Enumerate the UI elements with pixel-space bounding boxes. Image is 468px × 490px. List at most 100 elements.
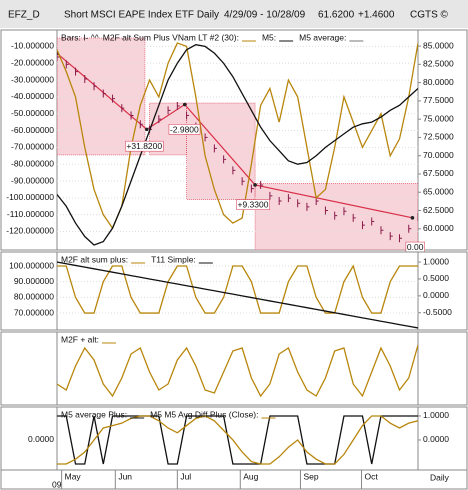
price-bar xyxy=(371,217,375,226)
y-tick-label: -100.000000 xyxy=(6,192,54,202)
series-line xyxy=(57,261,418,329)
series-line xyxy=(57,415,418,465)
y-tick-label: -40.000000 xyxy=(11,91,54,101)
x-tick-label: Jul xyxy=(180,471,191,481)
series-line xyxy=(57,415,418,465)
panel-frame xyxy=(0,251,468,331)
y2-tick-label: 0.0000 xyxy=(423,434,449,444)
shaded-zone xyxy=(254,183,418,250)
instrument-name: Short MSCI EAPE Index ETF Daily xyxy=(64,10,219,21)
y-tick-label: -50.000000 xyxy=(11,108,54,118)
x-tick-label: May xyxy=(65,471,82,481)
price-bar xyxy=(121,104,125,113)
annotation: +31.8200 xyxy=(126,141,162,151)
y-tick-label: -10.000000 xyxy=(11,41,54,51)
source: CGTS © xyxy=(410,10,449,21)
y2-tick-label: 60.0000 xyxy=(423,223,454,233)
plot-area xyxy=(57,415,418,465)
price-bar xyxy=(278,197,282,206)
x-tick-label: Oct xyxy=(365,471,379,481)
y2-tick-label: 75.0000 xyxy=(423,113,454,123)
price-bar xyxy=(334,211,338,220)
y-tick-label: -20.000000 xyxy=(11,57,54,67)
annotation-box xyxy=(168,124,201,135)
legend-label: M2F alt sum plus: xyxy=(61,254,128,264)
plot-area xyxy=(57,344,418,398)
price-bar xyxy=(213,144,217,153)
legend-label: T11 Simple: xyxy=(151,254,196,264)
price-bar xyxy=(306,202,310,211)
price-bar xyxy=(139,120,143,129)
y2-tick-label: 85.0000 xyxy=(423,40,454,50)
x-tick-label: Jun xyxy=(118,471,132,481)
price-bar xyxy=(398,234,402,243)
shaded-zone xyxy=(57,37,146,156)
legend-label: M5 average Plus: xyxy=(61,409,127,419)
price-bar xyxy=(380,226,384,235)
price-bar xyxy=(324,206,328,215)
price-bar xyxy=(250,184,254,193)
panel-frame xyxy=(0,331,468,406)
series-line xyxy=(57,344,418,398)
price-bar xyxy=(260,180,264,189)
panel-frame xyxy=(0,406,468,471)
plot-area xyxy=(57,261,418,329)
trend-point xyxy=(253,183,257,187)
price-bar xyxy=(84,74,88,83)
price-bar xyxy=(232,166,236,175)
y-tick-label: -120.000000 xyxy=(6,226,54,236)
price-bar xyxy=(352,213,356,222)
legend-label: M5: xyxy=(262,32,276,42)
x-tick-label: Sep xyxy=(303,471,318,481)
y-tick-label: 70.000000 xyxy=(14,307,54,317)
price-bar xyxy=(102,89,106,98)
annotation-box xyxy=(236,199,270,210)
y2-tick-label: 80.0000 xyxy=(423,77,454,87)
annotation: +9.3300 xyxy=(238,200,269,210)
trend-point xyxy=(410,216,415,220)
price-bar xyxy=(186,111,190,120)
price-bar xyxy=(57,53,60,62)
y-tick-label: -110.000000 xyxy=(7,209,54,219)
header-bar xyxy=(0,0,468,28)
price-bar xyxy=(343,207,347,216)
price-bar xyxy=(204,133,208,142)
y2-tick-label: 72.5000 xyxy=(423,132,454,142)
price-bar xyxy=(297,199,301,208)
legend-label: M5 M5 Avg Diff Plus (Close): xyxy=(150,409,258,419)
date-range: 4/29/09 - 10/28/09 xyxy=(224,10,306,21)
y-tick-label: 90.000000 xyxy=(14,276,54,286)
legend-label: M2F + alt: xyxy=(61,334,99,344)
y2-tick-label: 67.5000 xyxy=(423,168,454,178)
y2-tick-label: 70.0000 xyxy=(423,150,454,160)
annotation-box xyxy=(125,140,164,152)
price-bar xyxy=(269,191,273,200)
y2-tick-label: 1.0000 xyxy=(423,410,449,420)
y2-tick-label: 1.0000 xyxy=(423,256,449,266)
price-change: +1.4600 xyxy=(358,10,395,21)
price-bar xyxy=(75,67,79,76)
price-bar xyxy=(389,232,393,241)
price-bar xyxy=(361,221,365,230)
x-year-label: 09 xyxy=(52,479,62,489)
y-tick-label: -60.000000 xyxy=(11,125,54,135)
y-tick-label: 0.0000 xyxy=(28,434,54,444)
y2-tick-label: 82.5000 xyxy=(423,59,454,69)
price-bar xyxy=(158,115,162,124)
legend-prefix: Bars: I- ^^ xyxy=(61,32,99,42)
price-bar xyxy=(112,94,116,103)
price-bar xyxy=(287,194,291,203)
price-bar xyxy=(223,155,227,164)
y2-tick-label: 0.5000 xyxy=(423,273,449,283)
price-bar xyxy=(408,224,412,233)
symbol: EFZ_D xyxy=(8,10,40,21)
price-bar xyxy=(65,60,69,69)
x-tick-label: Aug xyxy=(243,471,258,481)
y-tick-label: -70.000000 xyxy=(11,142,54,152)
legend-label: M5 average: xyxy=(299,32,346,42)
price-bar xyxy=(176,101,180,110)
y2-tick-label: 62.5000 xyxy=(423,205,454,215)
last-price: 61.6200 xyxy=(318,10,355,21)
series-line xyxy=(57,264,418,314)
